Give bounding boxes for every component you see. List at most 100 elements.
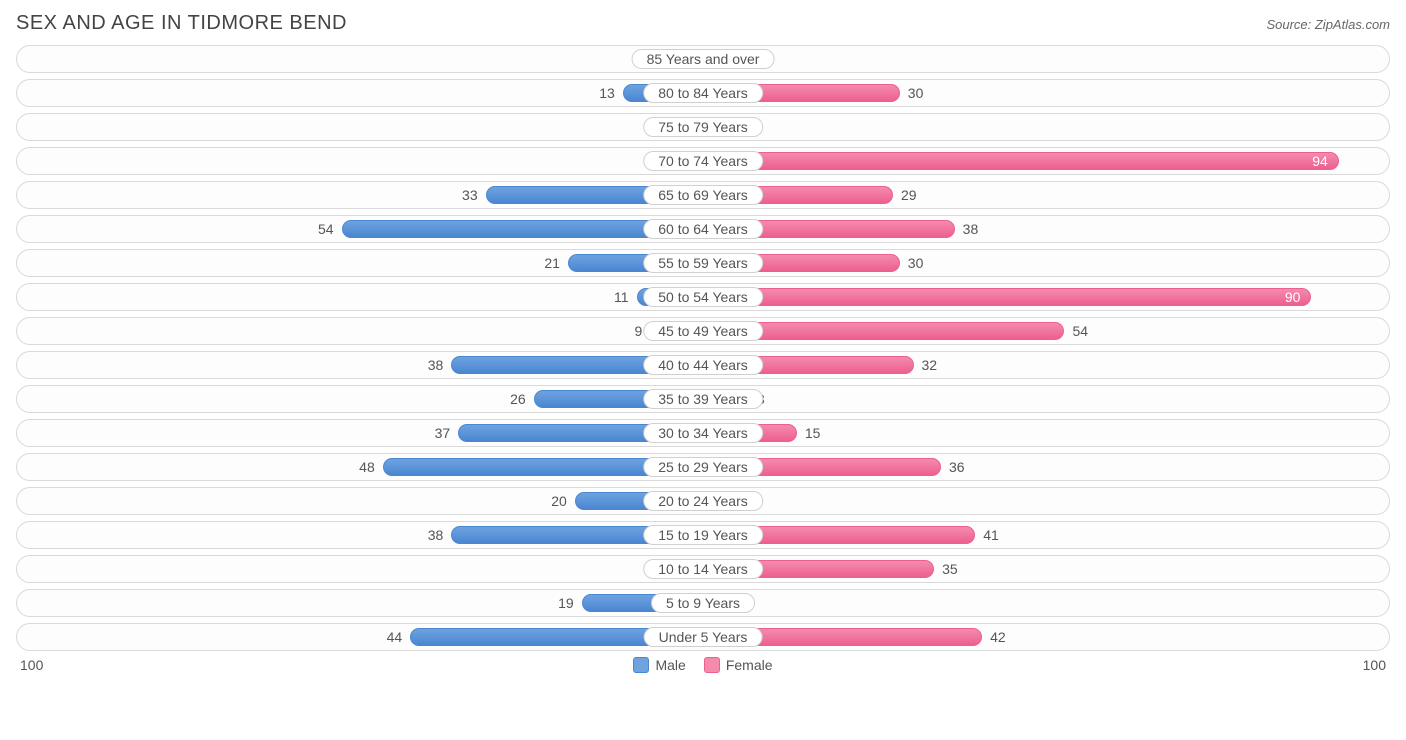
chart-footer: 100 Male Female 100 — [16, 657, 1390, 673]
age-label: 10 to 14 Years — [643, 559, 763, 579]
male-half: 48 — [17, 454, 703, 480]
age-row: 54 3860 to 64 Years — [16, 215, 1390, 243]
male-half: 0 — [17, 114, 703, 140]
female-half: 90 — [703, 284, 1389, 310]
female-half: 32 — [703, 352, 1389, 378]
male-value: 54 — [310, 221, 342, 237]
female-half: 30 — [703, 80, 1389, 106]
male-half: 0 — [17, 46, 703, 72]
male-half: 44 — [17, 624, 703, 650]
age-row: 37 15 30 to 34 Years — [16, 419, 1390, 447]
chart-legend: Male Female — [633, 657, 772, 673]
age-label: 15 to 19 Years — [643, 525, 763, 545]
male-half: 26 — [17, 386, 703, 412]
male-half: 54 — [17, 216, 703, 242]
age-label: 30 to 34 Years — [643, 423, 763, 443]
male-half: 11 — [17, 284, 703, 310]
male-half: 9 — [17, 318, 703, 344]
female-half: 29 — [703, 182, 1389, 208]
female-half: 35 — [703, 556, 1389, 582]
male-half: 38 — [17, 352, 703, 378]
age-label: Under 5 Years — [644, 627, 763, 647]
chart-header: SEX AND AGE IN TIDMORE BEND Source: ZipA… — [16, 12, 1390, 35]
female-value: 30 — [900, 85, 932, 101]
male-value: 19 — [550, 595, 582, 611]
female-half: 38 — [703, 216, 1389, 242]
axis-max-left: 100 — [20, 657, 43, 673]
age-row: 0 35 10 to 14 Years — [16, 555, 1390, 583]
female-bar: 94 — [694, 152, 1339, 170]
female-value: 54 — [1064, 323, 1096, 339]
age-label: 25 to 29 Years — [643, 457, 763, 477]
female-half: 41 — [703, 522, 1389, 548]
female-half: 15 — [703, 420, 1389, 446]
female-bar: 90 — [694, 288, 1311, 306]
male-value: 21 — [536, 255, 568, 271]
female-value: 15 — [797, 425, 829, 441]
age-row: 0785 Years and over — [16, 45, 1390, 73]
age-label: 40 to 44 Years — [643, 355, 763, 375]
age-label: 80 to 84 Years — [643, 83, 763, 103]
female-value: 90 — [1275, 289, 1311, 305]
age-row: 38 3240 to 44 Years — [16, 351, 1390, 379]
male-half: 5 — [17, 148, 703, 174]
age-label: 20 to 24 Years — [643, 491, 763, 511]
female-half: 54 — [703, 318, 1389, 344]
female-value: 30 — [900, 255, 932, 271]
chart-source: Source: ZipAtlas.com — [1266, 17, 1390, 32]
age-row: 0575 to 79 Years — [16, 113, 1390, 141]
female-value: 29 — [893, 187, 925, 203]
female-half: 42 — [703, 624, 1389, 650]
male-value: 11 — [606, 289, 637, 305]
legend-male-label: Male — [655, 657, 685, 673]
male-value: 38 — [420, 357, 452, 373]
age-label: 55 to 59 Years — [643, 253, 763, 273]
male-swatch-icon — [633, 657, 649, 673]
male-half: 37 — [17, 420, 703, 446]
age-label: 50 to 54 Years — [643, 287, 763, 307]
age-label: 60 to 64 Years — [643, 219, 763, 239]
female-value: 35 — [934, 561, 966, 577]
age-label: 85 Years and over — [632, 49, 775, 69]
male-half: 33 — [17, 182, 703, 208]
female-swatch-icon — [704, 657, 720, 673]
legend-male: Male — [633, 657, 685, 673]
male-value: 13 — [591, 85, 623, 101]
age-row: 13 30 80 to 84 Years — [16, 79, 1390, 107]
male-value: 48 — [351, 459, 383, 475]
age-label: 45 to 49 Years — [643, 321, 763, 341]
female-half: 5 — [703, 114, 1389, 140]
age-row: 48 36 25 to 29 Years — [16, 453, 1390, 481]
male-value: 44 — [379, 629, 411, 645]
age-label: 75 to 79 Years — [643, 117, 763, 137]
axis-max-right: 100 — [1363, 657, 1386, 673]
female-value: 41 — [975, 527, 1007, 543]
male-value: 20 — [543, 493, 575, 509]
age-row: 33 29 65 to 69 Years — [16, 181, 1390, 209]
male-value: 38 — [420, 527, 452, 543]
male-half: 0 — [17, 556, 703, 582]
age-label: 35 to 39 Years — [643, 389, 763, 409]
chart-title: SEX AND AGE IN TIDMORE BEND — [16, 12, 347, 35]
female-value: 42 — [982, 629, 1014, 645]
female-value: 36 — [941, 459, 973, 475]
population-pyramid-chart: 0785 Years and over133080 to 84 Years057… — [16, 45, 1390, 651]
male-half: 13 — [17, 80, 703, 106]
female-half: 8 — [703, 386, 1389, 412]
female-half: 30 — [703, 250, 1389, 276]
male-half: 20 — [17, 488, 703, 514]
male-half: 19 — [17, 590, 703, 616]
age-label: 70 to 74 Years — [643, 151, 763, 171]
female-half: 7 — [703, 46, 1389, 72]
age-label: 5 to 9 Years — [651, 593, 755, 613]
male-value: 33 — [454, 187, 486, 203]
female-half: 5 — [703, 590, 1389, 616]
female-half: 0 — [703, 488, 1389, 514]
age-row: 26835 to 39 Years — [16, 385, 1390, 413]
age-row: 21 30 55 to 59 Years — [16, 249, 1390, 277]
female-half: 36 — [703, 454, 1389, 480]
male-half: 21 — [17, 250, 703, 276]
legend-female-label: Female — [726, 657, 773, 673]
female-value: 94 — [1302, 153, 1338, 169]
age-label: 65 to 69 Years — [643, 185, 763, 205]
